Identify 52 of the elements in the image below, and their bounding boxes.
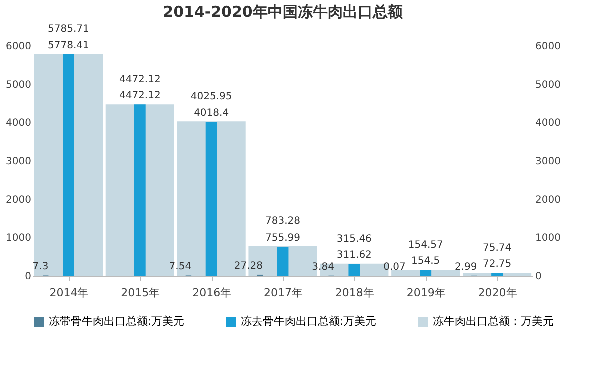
bar bbox=[492, 273, 503, 276]
data-label: 0.07 bbox=[384, 262, 406, 273]
x-tick-label: 2018年 bbox=[335, 286, 374, 300]
data-label: 311.62 bbox=[336, 250, 372, 262]
y-tick-label: 3000 bbox=[6, 156, 32, 168]
data-label: 154.57 bbox=[408, 240, 444, 252]
y2-tick-label: 6000 bbox=[536, 42, 561, 52]
x-tick-label: 2015年 bbox=[121, 286, 160, 300]
y2-tick-label: 4000 bbox=[536, 118, 561, 130]
x-tick-label: 2017年 bbox=[264, 286, 303, 300]
y2-tick-label: 1000 bbox=[536, 233, 561, 244]
data-label: 315.46 bbox=[336, 234, 372, 245]
data-label: 4472.12 bbox=[119, 90, 161, 102]
data-label: 2.99 bbox=[455, 262, 478, 273]
x-tick-label: 2020年 bbox=[478, 286, 518, 300]
data-label: 75.74 bbox=[482, 243, 512, 254]
legend-label: 冻去骨牛肉出口总额:万美元 bbox=[241, 315, 377, 328]
x-tick-label: 2019年 bbox=[406, 286, 446, 300]
data-label: 5785.71 bbox=[48, 24, 90, 36]
y-tick-label: 4000 bbox=[6, 118, 32, 130]
data-label: 72.75 bbox=[482, 259, 512, 270]
bar bbox=[134, 104, 146, 276]
bar bbox=[277, 247, 289, 276]
y-tick-label: 0 bbox=[25, 272, 32, 282]
data-label: 783.28 bbox=[266, 216, 300, 227]
bar bbox=[63, 54, 74, 276]
y-tick-label: 6000 bbox=[6, 42, 32, 52]
bar bbox=[348, 264, 360, 276]
y-tick-label: 5000 bbox=[6, 80, 32, 91]
data-label: 7.54 bbox=[169, 262, 192, 273]
x-tick-label: 2016年 bbox=[192, 286, 232, 300]
x-tick-label: 2014年 bbox=[50, 286, 89, 300]
y2-tick-label: 2000 bbox=[536, 194, 561, 206]
y-tick-label: 2000 bbox=[6, 194, 32, 206]
bar bbox=[206, 122, 218, 276]
data-label: 4025.95 bbox=[190, 92, 232, 103]
data-label: 154.5 bbox=[412, 256, 440, 268]
y2-tick-label: 0 bbox=[536, 272, 542, 282]
data-label: 5778.41 bbox=[48, 40, 90, 52]
legend-label: 冻带骨牛肉出口总额:万美元 bbox=[49, 315, 185, 328]
bar bbox=[420, 270, 432, 276]
data-label: 27.28 bbox=[234, 260, 263, 272]
data-label: 4018.4 bbox=[194, 108, 230, 119]
data-label: 755.99 bbox=[266, 233, 300, 244]
chart-title: 2014-2020年中国冻牛肉出口总额 bbox=[163, 3, 404, 22]
y2-tick-label: 3000 bbox=[536, 156, 561, 168]
legend-label: 冻牛肉出口总额：万美元 bbox=[433, 315, 554, 328]
y-tick-label: 1000 bbox=[6, 233, 32, 244]
y2-tick-label: 5000 bbox=[536, 80, 561, 91]
data-label: 7.3 bbox=[32, 262, 49, 273]
data-label: 4472.12 bbox=[119, 74, 161, 86]
data-label: 3.84 bbox=[312, 262, 334, 273]
